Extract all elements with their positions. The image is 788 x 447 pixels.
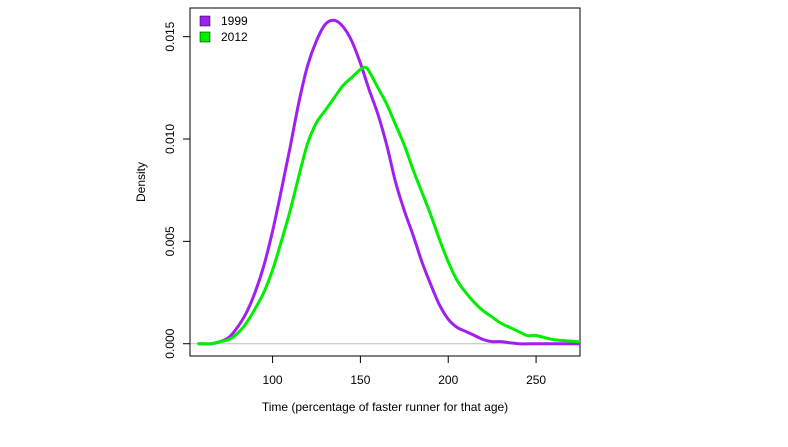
plot-frame (189, 7, 581, 357)
legend-label-2012: 2012 (221, 30, 248, 44)
y-axis-label: Density (134, 162, 148, 202)
legend: 1999 2012 (199, 14, 248, 44)
x-tick-label: 150 (350, 373, 370, 387)
legend-label-1999: 1999 (221, 14, 248, 28)
series-line-2012 (197, 65, 580, 346)
x-tick-label: 200 (438, 373, 458, 387)
x-tick-label: 100 (263, 373, 283, 387)
series-layer (197, 18, 580, 346)
legend-swatch-1999 (199, 15, 211, 27)
x-axis: 100 150 200 250 (263, 355, 546, 387)
legend-swatch-2012 (199, 31, 211, 43)
y-tick-label: 0.010 (163, 124, 177, 154)
x-axis-label: Time (percentage of faster runner for th… (262, 400, 508, 414)
series-line-1999 (197, 18, 580, 346)
y-tick-label: 0.015 (163, 21, 177, 51)
y-tick-label: 0.000 (163, 328, 177, 358)
y-axis: 0.000 0.005 0.010 0.015 (163, 21, 191, 359)
x-tick-label: 250 (526, 373, 546, 387)
y-tick-label: 0.005 (163, 226, 177, 256)
